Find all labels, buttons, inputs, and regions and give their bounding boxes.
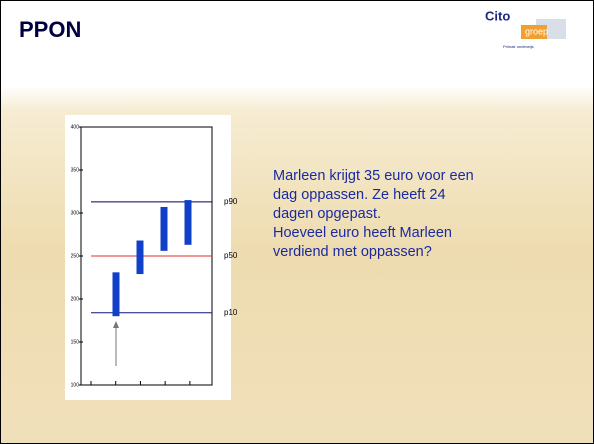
y-tick-label: 250 [71,253,80,259]
chart-panel [65,115,231,400]
question-text: Marleen krijgt 35 euro voor een dag oppas… [273,168,474,260]
reference-label: p90 [224,197,238,206]
range-bar [185,200,192,245]
range-bar [137,241,144,275]
y-tick-label: 400 [71,124,80,130]
y-tick-label: 350 [71,167,80,173]
range-bar [113,272,120,316]
text-line: dag oppassen. Ze heeft 24 [273,187,446,203]
range-bar [161,207,168,251]
logo-tagline: Primair onderwijs [503,44,534,49]
slide-canvas: PPON Cito groep Primair onderwijs 100 150… [1,1,593,443]
y-tick-label: 100 [71,382,80,388]
text-line: verdiend met oppassen? [273,244,432,260]
y-tick-label: 150 [71,339,80,345]
text-line: dagen opgepast. [273,206,381,222]
text-line: Marleen krijgt 35 euro voor een [273,168,474,184]
y-tick-label: 200 [71,296,80,302]
text-line: Hoeveel euro heeft Marleen [273,225,452,241]
slide-title: PPON [19,17,81,42]
logo-name: Cito [485,8,510,23]
slide: PPON Cito groep Primair onderwijs 100 150… [0,0,594,444]
reference-label: p10 [224,308,238,317]
reference-label: p50 [224,251,238,260]
logo-suffix: groep [525,26,548,36]
y-tick-label: 300 [71,210,80,216]
